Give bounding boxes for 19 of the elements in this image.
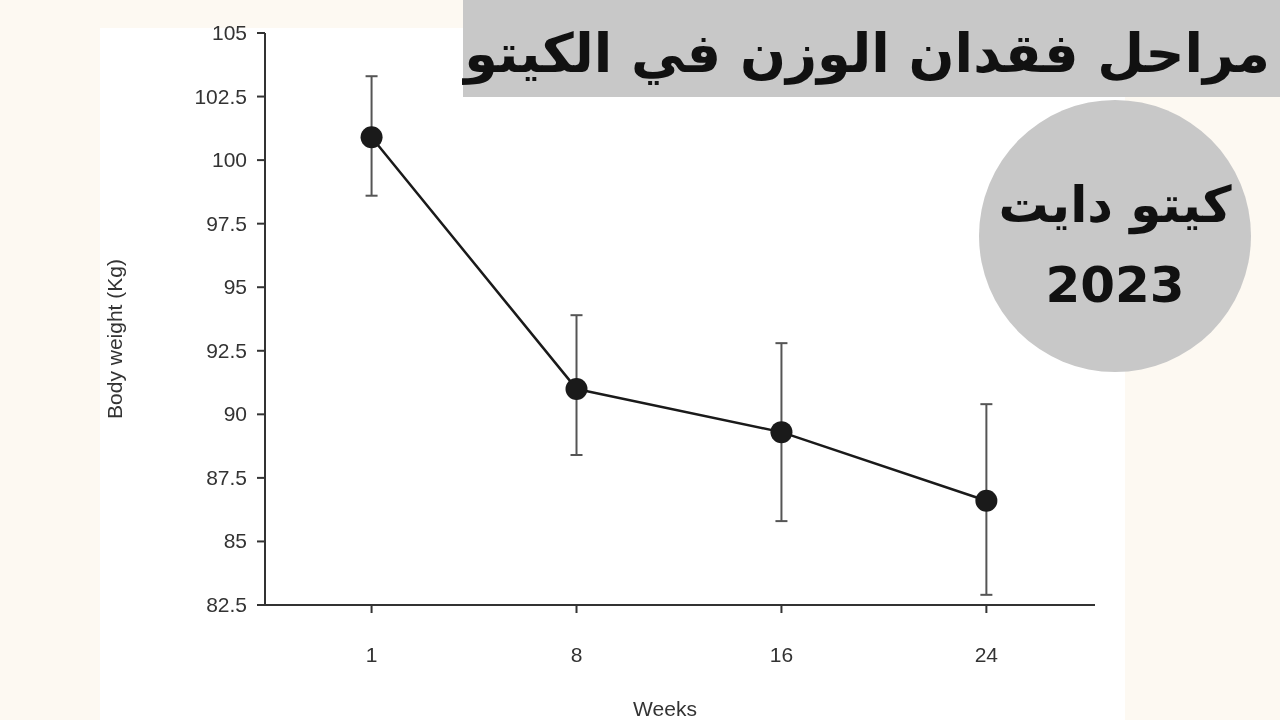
annotation: 2023: [1045, 256, 1185, 314]
chart-title: مراحل فقدان الوزن في الكيتو: [461, 22, 1270, 85]
y-tick-label: 100: [211, 148, 247, 172]
y-tick-label: 95: [223, 275, 247, 299]
x-axis-title: Weeks: [633, 697, 697, 720]
y-tick-label: 102.5: [194, 84, 247, 108]
x-tick-label: 24: [974, 643, 999, 666]
x-tick-label: 1: [365, 643, 378, 666]
y-tick-label: 82.5: [206, 593, 247, 616]
annotation: كيتو دايت: [998, 176, 1233, 235]
x-tick-label: 8: [570, 643, 583, 666]
x-tick-label: 16: [769, 643, 794, 666]
y-tick-label: 92.5: [206, 338, 247, 362]
y-tick-label: 87.5: [206, 465, 247, 489]
y-tick-label: 85: [223, 529, 247, 553]
y-tick-label: 97.5: [206, 211, 247, 235]
y-tick-label: 90: [223, 402, 247, 426]
y-tick-label: 105: [211, 21, 247, 44]
y-axis-title: Body weight (Kg): [103, 259, 126, 419]
